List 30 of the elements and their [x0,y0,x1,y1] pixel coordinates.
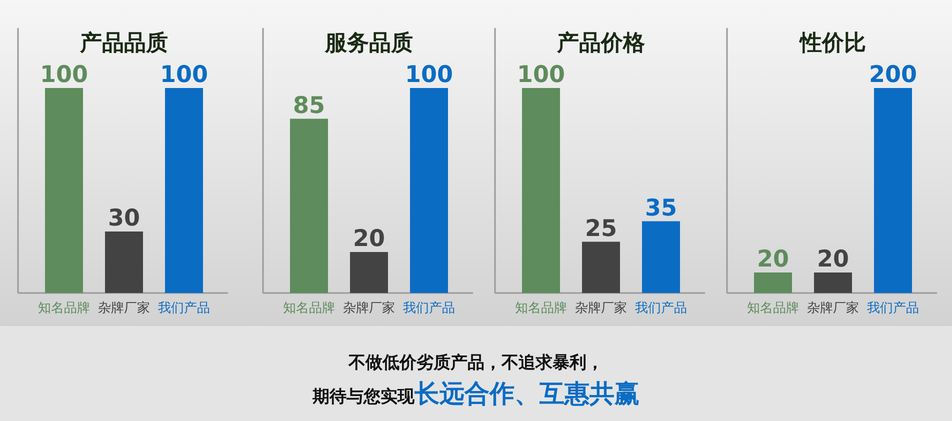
x-tick-label: 我们产品 [635,301,687,316]
data-label: 200 [868,62,918,88]
x-tick-label: 我们产品 [403,301,455,316]
data-label: 85 [292,92,326,119]
data-label: 100 [516,62,566,88]
data-label: 100 [160,62,208,88]
data-label: 25 [584,216,618,242]
text: 不做低价劣质产品，不追求暴利， [348,353,604,373]
chart-title: 产品品质 [79,30,168,56]
data-label: 20 [352,226,386,252]
x-tick-label: 知名品牌 [515,301,567,316]
x-tick-label: 杂牌厂家 [98,300,150,316]
x-tick-label: 我们产品 [158,301,210,316]
data-label: 100 [40,62,88,88]
x-tick-label: 杂牌厂家 [807,300,859,316]
data-label: 30 [108,206,140,232]
text: 期待与您实现长远合作、互惠共赢 [312,379,640,408]
data-label: 20 [816,246,850,272]
x-tick-label: 我们产品 [867,301,919,316]
x-tick-label: 杂牌厂家 [343,300,395,316]
x-tick-label: 知名品牌 [38,301,90,316]
chart-title: 服务品质 [324,31,413,56]
data-label: 35 [644,195,678,222]
x-tick-label: 杂牌厂家 [575,300,627,316]
data-label: 20 [756,246,790,272]
chart-title: 性价比 [798,31,866,56]
x-tick-label: 知名品牌 [747,301,799,316]
x-tick-label: 知名品牌 [283,301,335,316]
data-label: 100 [404,62,454,88]
chart-title: 产品价格 [556,30,646,56]
